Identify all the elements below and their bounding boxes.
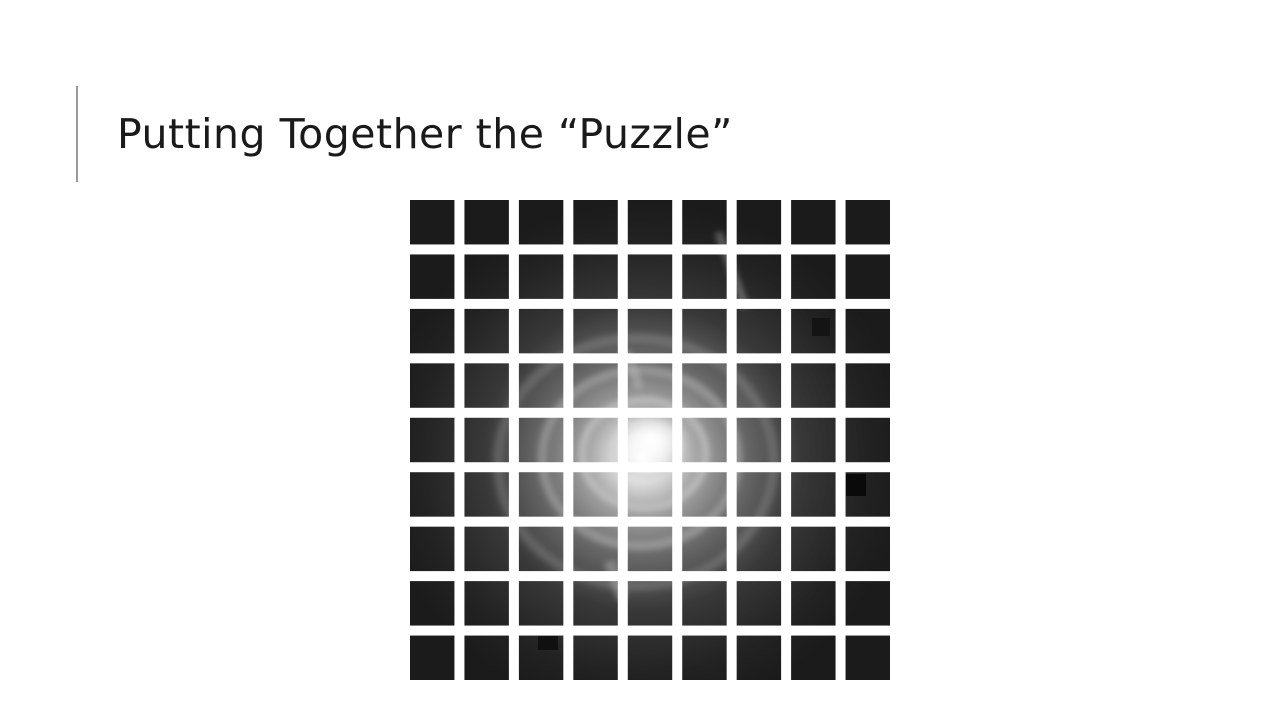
puzzle-grid-gaps: [410, 200, 890, 680]
grid-gap-horizontal: [410, 298, 890, 309]
grid-gap-vertical: [726, 200, 737, 680]
grid-gap-horizontal: [410, 407, 890, 418]
grid-gap-vertical: [563, 200, 574, 680]
grid-gap-horizontal: [410, 244, 890, 255]
grid-gap-horizontal: [410, 571, 890, 582]
slide-title: Putting Together the “Puzzle”: [117, 110, 733, 158]
grid-gap-horizontal: [410, 625, 890, 636]
diffraction-image: [410, 200, 890, 680]
grid-gap-horizontal: [410, 353, 890, 364]
grid-gap-horizontal: [410, 516, 890, 527]
grid-gap-horizontal: [410, 462, 890, 473]
diffraction-pattern-image: [410, 200, 890, 680]
title-accent-bar: [76, 86, 78, 182]
grid-gap-vertical: [781, 200, 792, 680]
grid-gap-vertical: [835, 200, 846, 680]
grid-gap-vertical: [508, 200, 519, 680]
grid-gap-vertical: [454, 200, 465, 680]
grid-gap-vertical: [617, 200, 628, 680]
diffraction-puzzle-figure: [410, 200, 890, 680]
grid-gap-vertical: [672, 200, 683, 680]
